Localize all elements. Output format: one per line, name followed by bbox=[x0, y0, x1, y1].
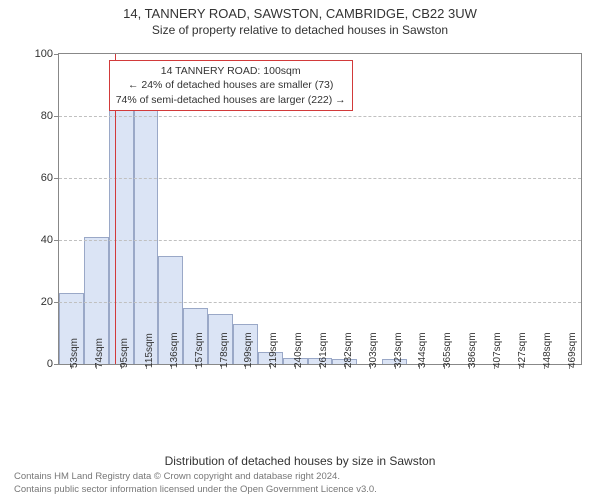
bar-slot: 344sqm bbox=[407, 54, 432, 364]
ytick-label: 80 bbox=[41, 110, 59, 122]
xtick-label: 448sqm bbox=[542, 332, 553, 368]
xtick-label: 157sqm bbox=[194, 332, 205, 368]
xtick-label: 282sqm bbox=[343, 332, 354, 368]
ytick-label: 0 bbox=[47, 358, 59, 370]
bar-slot: 386sqm bbox=[457, 54, 482, 364]
bar bbox=[134, 107, 159, 364]
xtick-label: 178sqm bbox=[219, 332, 230, 368]
annotation-box: 14 TANNERY ROAD: 100sqm← 24% of detached… bbox=[109, 60, 353, 111]
xtick-label: 199sqm bbox=[243, 332, 254, 368]
bar-slot: 303sqm bbox=[357, 54, 382, 364]
xtick-label: 365sqm bbox=[442, 332, 453, 368]
xtick-label: 219sqm bbox=[268, 332, 279, 368]
xtick-label: 323sqm bbox=[393, 332, 404, 368]
ytick-label: 60 bbox=[41, 172, 59, 184]
xtick-label: 95sqm bbox=[119, 338, 130, 368]
bar-slot: 53sqm bbox=[59, 54, 84, 364]
bar-slot: 365sqm bbox=[432, 54, 457, 364]
annotation-line: 74% of semi-detached houses are larger (… bbox=[116, 93, 346, 107]
attribution-line-2: Contains public sector information licen… bbox=[14, 484, 377, 496]
xtick-label: 386sqm bbox=[467, 332, 478, 368]
bar-slot: 323sqm bbox=[382, 54, 407, 364]
xtick-label: 53sqm bbox=[69, 338, 80, 368]
xtick-label: 427sqm bbox=[517, 332, 528, 368]
xtick-label: 74sqm bbox=[94, 338, 105, 368]
xtick-label: 407sqm bbox=[492, 332, 503, 368]
gridline bbox=[59, 240, 581, 241]
x-axis-label: Distribution of detached houses by size … bbox=[0, 454, 600, 468]
attribution: Contains HM Land Registry data © Crown c… bbox=[14, 471, 377, 496]
bar-slot: 427sqm bbox=[506, 54, 531, 364]
chart-container: Number of detached properties 53sqm74sqm… bbox=[0, 43, 600, 413]
plot-area: 53sqm74sqm95sqm115sqm136sqm157sqm178sqm1… bbox=[58, 53, 582, 365]
xtick-label: 240sqm bbox=[293, 332, 304, 368]
bar-slot: 448sqm bbox=[531, 54, 556, 364]
xtick-label: 344sqm bbox=[417, 332, 428, 368]
annotation-line: ← 24% of detached houses are smaller (73… bbox=[116, 78, 346, 92]
xtick-label: 261sqm bbox=[318, 332, 329, 368]
gridline bbox=[59, 302, 581, 303]
gridline bbox=[59, 178, 581, 179]
attribution-line-1: Contains HM Land Registry data © Crown c… bbox=[14, 471, 377, 483]
xtick-label: 469sqm bbox=[567, 332, 578, 368]
xtick-label: 136sqm bbox=[169, 332, 180, 368]
bar-slot: 74sqm bbox=[84, 54, 109, 364]
bar-slot: 407sqm bbox=[482, 54, 507, 364]
ytick-label: 40 bbox=[41, 234, 59, 246]
page-subtitle: Size of property relative to detached ho… bbox=[0, 21, 600, 43]
ytick-label: 100 bbox=[35, 48, 59, 60]
xtick-label: 115sqm bbox=[144, 333, 155, 368]
annotation-line: 14 TANNERY ROAD: 100sqm bbox=[116, 64, 346, 78]
xtick-label: 303sqm bbox=[368, 332, 379, 368]
bar bbox=[109, 107, 134, 364]
ytick-label: 20 bbox=[41, 296, 59, 308]
gridline bbox=[59, 116, 581, 117]
bar-slot: 469sqm bbox=[556, 54, 581, 364]
page-title: 14, TANNERY ROAD, SAWSTON, CAMBRIDGE, CB… bbox=[0, 0, 600, 21]
